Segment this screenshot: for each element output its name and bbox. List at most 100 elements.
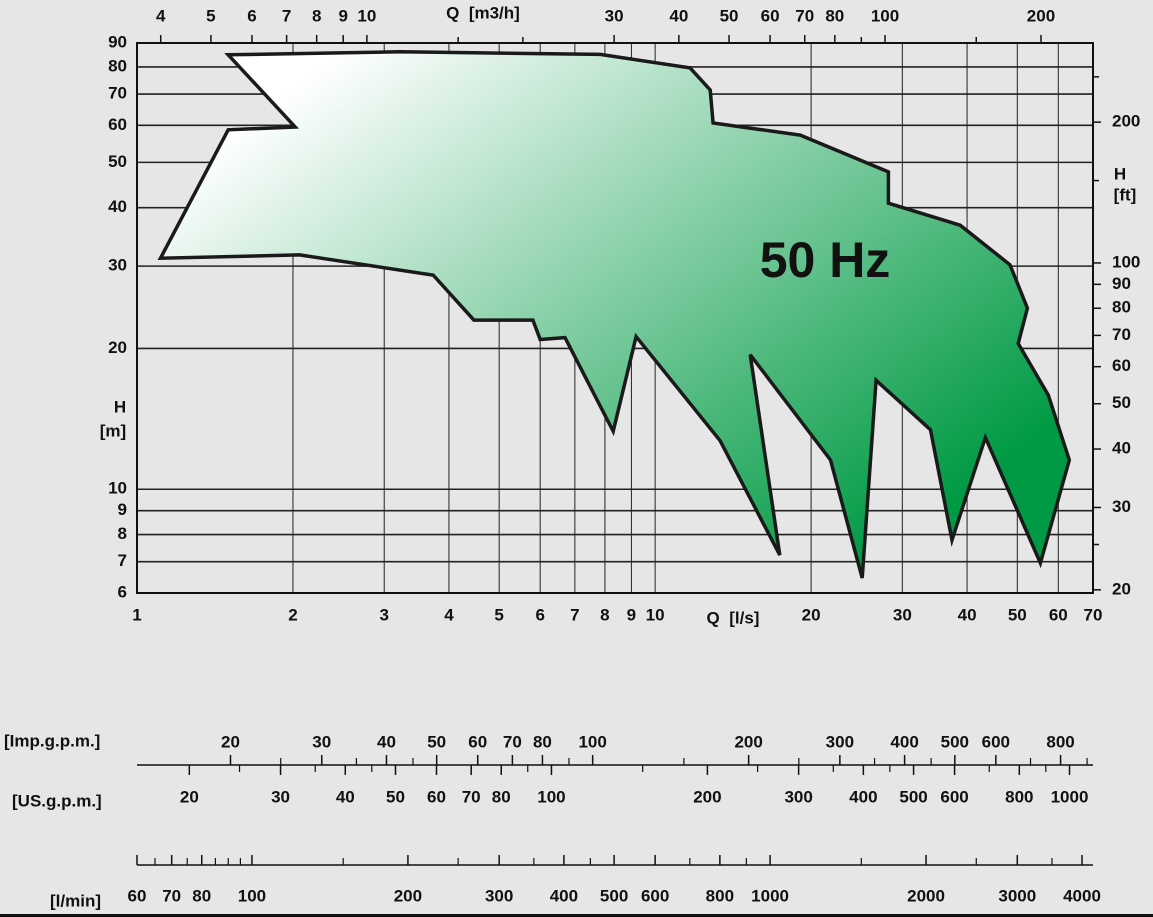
- scale-tick-label: 80: [492, 787, 511, 806]
- top-tick-label: 30: [605, 6, 624, 25]
- y2-axis-title: H: [1114, 164, 1126, 183]
- scale-tick-label: 600: [982, 732, 1010, 751]
- y-axis-unit: [m]: [100, 421, 126, 440]
- scale-tick-label: 70: [162, 886, 181, 905]
- top-tick-label: 100: [871, 6, 899, 25]
- top-tick-label: 4: [156, 6, 166, 25]
- scale-tick-label: 400: [890, 732, 918, 751]
- y-tick-label: 6: [118, 582, 127, 601]
- top-axis-title: Q [m3/h]: [446, 3, 520, 22]
- top-tick-label: 6: [247, 6, 256, 25]
- scale-tick-label: 50: [386, 787, 405, 806]
- scale-tick-label: 80: [533, 732, 552, 751]
- right-tick-label: 20: [1112, 579, 1131, 598]
- right-tick-label: 100: [1112, 252, 1140, 271]
- x-tick-label: 60: [1049, 605, 1068, 624]
- plot-frame: [136, 42, 1094, 594]
- scale-tick-label: 800: [1046, 732, 1074, 751]
- top-tick-label: 60: [761, 6, 780, 25]
- scale-tick-label: 70: [462, 787, 481, 806]
- scale-tick-label: 1000: [1051, 787, 1089, 806]
- y-tick-label: 20: [108, 338, 127, 357]
- y2-axis-unit: [ft]: [1114, 185, 1137, 204]
- scale-tick-label: 500: [600, 886, 628, 905]
- x-tick-label: 30: [893, 605, 912, 624]
- scale-title: [US.g.p.m.]: [12, 791, 102, 810]
- scale-title: [l/min]: [50, 891, 101, 910]
- x-tick-label: 8: [600, 605, 609, 624]
- scale-tick-label: 30: [271, 787, 290, 806]
- x-tick-label: 6: [535, 605, 544, 624]
- x-tick-label: 70: [1084, 605, 1103, 624]
- scale-tick-label: 400: [550, 886, 578, 905]
- top-tick-label: 70: [795, 6, 814, 25]
- scale-tick-label: 20: [221, 732, 240, 751]
- scale-tick-label: 300: [826, 732, 854, 751]
- scale-tick-label: 600: [641, 886, 669, 905]
- x-tick-label: 40: [958, 605, 977, 624]
- y-tick-label: 60: [108, 115, 127, 134]
- scale-tick-label: 70: [503, 732, 522, 751]
- right-tick-label: 200: [1112, 112, 1140, 131]
- scale-tick-label: 500: [941, 732, 969, 751]
- right-tick-label: 40: [1112, 439, 1131, 458]
- x-tick-label: 10: [646, 605, 665, 624]
- right-tick-label: 80: [1112, 298, 1131, 317]
- y-tick-label: 10: [108, 479, 127, 498]
- scale-tick-label: 80: [192, 886, 211, 905]
- x-tick-label: 9: [627, 605, 636, 624]
- y-tick-label: 8: [118, 524, 127, 543]
- top-tick-label: 5: [206, 6, 215, 25]
- scale-tick-label: 60: [468, 732, 487, 751]
- scale-tick-label: 200: [693, 787, 721, 806]
- right-tick-label: 60: [1112, 356, 1131, 375]
- top-tick-label: 10: [357, 6, 376, 25]
- top-tick-label: 50: [720, 6, 739, 25]
- y-tick-label: 9: [118, 500, 127, 519]
- y-tick-label: 30: [108, 256, 127, 275]
- y-tick-label: 70: [108, 84, 127, 103]
- scale-tick-label: 50: [427, 732, 446, 751]
- scale-tick-label: 100: [238, 886, 266, 905]
- x-tick-label: 20: [802, 605, 821, 624]
- y-tick-label: 90: [108, 32, 127, 51]
- top-tick-label: 40: [669, 6, 688, 25]
- scale-tick-label: 600: [940, 787, 968, 806]
- bottom-border: [0, 914, 1153, 917]
- right-tick-label: 90: [1112, 274, 1131, 293]
- scale-title: [Imp.g.p.m.]: [4, 731, 100, 750]
- scale-tick-label: 20: [180, 787, 199, 806]
- top-tick-label: 7: [282, 6, 291, 25]
- x-tick-label: 5: [494, 605, 503, 624]
- right-tick-label: 30: [1112, 497, 1131, 516]
- y-tick-label: 7: [118, 551, 127, 570]
- x-tick-label: 4: [444, 605, 454, 624]
- scale-tick-label: 3000: [998, 886, 1036, 905]
- top-tick-label: 9: [338, 6, 347, 25]
- right-tick-label: 70: [1112, 325, 1131, 344]
- scale-tick-label: 400: [849, 787, 877, 806]
- scale-tick-label: 800: [706, 886, 734, 905]
- top-tick-label: 80: [825, 6, 844, 25]
- scale-tick-label: 40: [377, 732, 396, 751]
- coverage-area: [157, 50, 1072, 579]
- x-tick-label: 2: [288, 605, 297, 624]
- scale-tick-label: 100: [537, 787, 565, 806]
- right-tick-label: 50: [1112, 393, 1131, 412]
- scale-tick-label: 200: [734, 732, 762, 751]
- scale-tick-label: 30: [312, 732, 331, 751]
- y-axis-title: H: [114, 397, 126, 416]
- scale-tick-label: 500: [899, 787, 927, 806]
- scale-tick-label: 300: [485, 886, 513, 905]
- scale-tick-label: 60: [128, 886, 147, 905]
- x-tick-label: 50: [1008, 605, 1027, 624]
- scale-tick-label: 300: [784, 787, 812, 806]
- x-tick-label: 1: [132, 605, 141, 624]
- top-tick-label: 8: [312, 6, 321, 25]
- scale-tick-label: 60: [427, 787, 446, 806]
- top-tick-label: 200: [1027, 6, 1055, 25]
- x-tick-label: 7: [570, 605, 579, 624]
- y-tick-label: 50: [108, 152, 127, 171]
- scale-tick-label: 40: [336, 787, 355, 806]
- x-tick-label: 3: [379, 605, 388, 624]
